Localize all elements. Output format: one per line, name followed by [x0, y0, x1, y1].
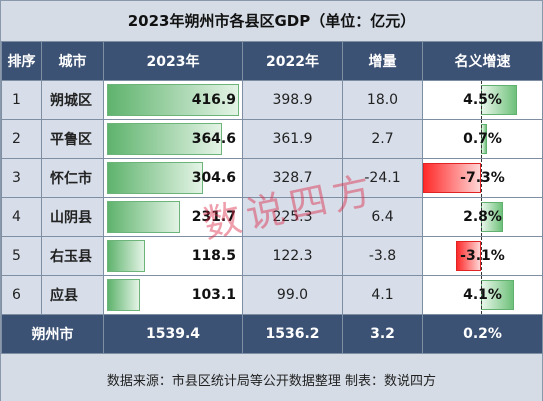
row-increase: -24.1	[342, 158, 423, 198]
row-rank: 1	[1, 80, 42, 120]
growth-axis	[481, 81, 482, 119]
gdp-2023-bar	[107, 123, 223, 155]
row-rank: 3	[1, 158, 42, 198]
row-2022: 99.0	[242, 275, 343, 315]
gdp-2023-value: 304.6	[191, 170, 236, 186]
row-2023-cell: 103.1	[103, 275, 243, 315]
growth-value: 4.5%	[463, 92, 502, 108]
row-increase: 2.7	[342, 119, 423, 159]
header-2022: 2022年	[242, 41, 343, 81]
growth-axis	[481, 237, 482, 275]
growth-axis	[481, 159, 482, 197]
row-2022: 225.3	[242, 197, 343, 237]
row-rank: 4	[1, 197, 42, 237]
row-growth-cell: -3.1%	[422, 236, 543, 276]
table-row: 3 怀仁市 304.6 328.7 -24.1 -7.3%	[1, 158, 543, 198]
header-rank: 排序	[1, 41, 42, 81]
gdp-2023-bar	[107, 201, 181, 233]
table-row: 1 朔城区 416.9 398.9 18.0 4.5%	[1, 80, 543, 120]
row-2023-cell: 118.5	[103, 236, 243, 276]
row-city: 应县	[41, 275, 104, 315]
row-city: 右玉县	[41, 236, 104, 276]
source-footer: 数据来源：市县区统计局等公开数据整理 制表：数说四方	[1, 363, 542, 401]
total-2023: 1539.4	[103, 314, 243, 354]
growth-bar	[423, 163, 481, 193]
header-row: 排序 城市 2023年 2022年 增量 名义增速	[1, 41, 543, 81]
row-growth-cell: 2.8%	[422, 197, 543, 237]
header-increase: 增量	[342, 41, 423, 81]
row-increase: 6.4	[342, 197, 423, 237]
gdp-2023-bar	[107, 240, 145, 272]
total-growth: 0.2%	[422, 314, 543, 354]
row-growth-cell: -7.3%	[422, 158, 543, 198]
row-rank: 5	[1, 236, 42, 276]
header-city: 城市	[41, 41, 104, 81]
row-growth-cell: 0.7%	[422, 119, 543, 159]
table-row: 2 平鲁区 364.6 361.9 2.7 0.7%	[1, 119, 543, 159]
total-increase: 3.2	[342, 314, 423, 354]
row-growth-cell: 4.1%	[422, 275, 543, 315]
growth-axis	[481, 198, 482, 236]
growth-value: 4.1%	[463, 287, 502, 303]
growth-value: -3.1%	[460, 248, 505, 264]
row-2022: 361.9	[242, 119, 343, 159]
growth-axis	[481, 120, 482, 158]
total-row: 朔州市 1539.4 1536.2 3.2 0.2%	[1, 314, 543, 354]
gdp-2023-value: 103.1	[191, 287, 236, 303]
row-city: 平鲁区	[41, 119, 104, 159]
row-2022: 328.7	[242, 158, 343, 198]
growth-value: -7.3%	[460, 170, 505, 186]
row-2022: 398.9	[242, 80, 343, 120]
growth-bar	[456, 241, 481, 271]
gdp-2023-bar	[107, 84, 239, 116]
row-2023-cell: 364.6	[103, 119, 243, 159]
growth-axis	[481, 276, 482, 314]
growth-value: 2.8%	[463, 209, 502, 225]
total-2022: 1536.2	[242, 314, 343, 354]
row-2023-cell: 231.7	[103, 197, 243, 237]
row-city: 山阴县	[41, 197, 104, 237]
gdp-2023-value: 231.7	[191, 209, 236, 225]
growth-bar	[481, 280, 514, 310]
row-increase: 18.0	[342, 80, 423, 120]
gdp-table: 排序 城市 2023年 2022年 增量 名义增速 1 朔城区 416.9 398.9…	[1, 41, 543, 354]
row-growth-cell: 4.5%	[422, 80, 543, 120]
table-row: 4 山阴县 231.7 225.3 6.4 2.8%	[1, 197, 543, 237]
row-city: 朔城区	[41, 80, 104, 120]
gdp-2023-bar	[107, 162, 204, 194]
table-row: 5 右玉县 118.5 122.3 -3.8 -3.1%	[1, 236, 543, 276]
header-2023: 2023年	[103, 41, 243, 81]
row-2023-cell: 304.6	[103, 158, 243, 198]
total-city: 朔州市	[1, 314, 104, 354]
row-increase: -3.8	[342, 236, 423, 276]
row-2023-cell: 416.9	[103, 80, 243, 120]
table-title: 2023年朔州市各县区GDP（单位：亿元）	[1, 1, 542, 41]
gdp-2023-value: 364.6	[191, 131, 236, 147]
gdp-2023-value: 118.5	[191, 248, 236, 264]
row-city: 怀仁市	[41, 158, 104, 198]
header-growth: 名义增速	[422, 41, 543, 81]
row-rank: 6	[1, 275, 42, 315]
gdp-2023-value: 416.9	[191, 92, 236, 108]
row-increase: 4.1	[342, 275, 423, 315]
row-2022: 122.3	[242, 236, 343, 276]
table-row: 6 应县 103.1 99.0 4.1 4.1%	[1, 275, 543, 315]
gdp-2023-bar	[107, 279, 140, 311]
row-rank: 2	[1, 119, 42, 159]
growth-value: 0.7%	[463, 131, 502, 147]
